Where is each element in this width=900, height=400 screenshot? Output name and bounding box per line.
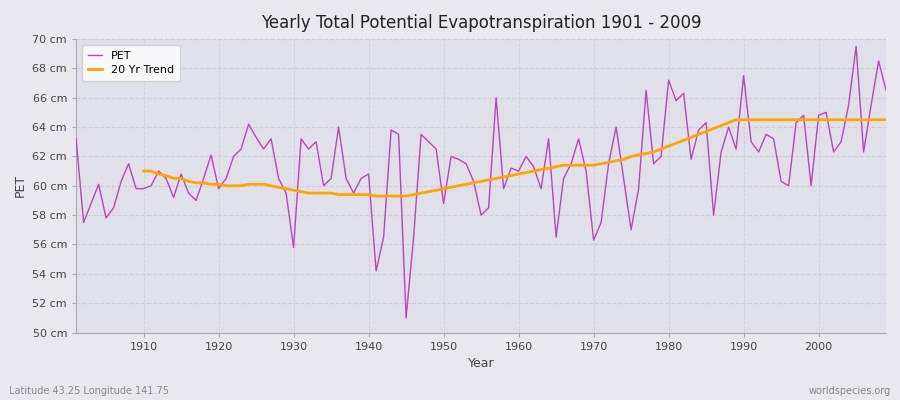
20 Yr Trend [310, 191, 321, 196]
20 Yr Trend [139, 169, 149, 174]
PET [521, 154, 532, 159]
PET [341, 176, 352, 181]
20 Yr Trend [881, 117, 892, 122]
Title: Yearly Total Potential Evapotranspiration 1901 - 2009: Yearly Total Potential Evapotranspiratio… [261, 14, 701, 32]
20 Yr Trend [281, 186, 292, 191]
20 Yr Trend [859, 117, 869, 122]
Text: Latitude 43.25 Longitude 141.75: Latitude 43.25 Longitude 141.75 [9, 386, 169, 396]
PET [400, 316, 411, 320]
PET [850, 44, 861, 49]
Y-axis label: PET: PET [14, 174, 27, 197]
20 Yr Trend [371, 194, 382, 198]
Legend: PET, 20 Yr Trend: PET, 20 Yr Trend [82, 44, 180, 82]
Text: worldspecies.org: worldspecies.org [809, 386, 891, 396]
PET [513, 169, 524, 174]
20 Yr Trend [528, 169, 539, 174]
PET [71, 136, 82, 141]
Line: PET: PET [76, 46, 886, 318]
20 Yr Trend [589, 163, 599, 168]
20 Yr Trend [731, 117, 742, 122]
X-axis label: Year: Year [468, 357, 494, 370]
Line: 20 Yr Trend: 20 Yr Trend [144, 120, 886, 196]
PET [296, 136, 307, 141]
PET [611, 125, 622, 130]
PET [130, 186, 141, 191]
20 Yr Trend [836, 117, 847, 122]
PET [881, 88, 892, 93]
